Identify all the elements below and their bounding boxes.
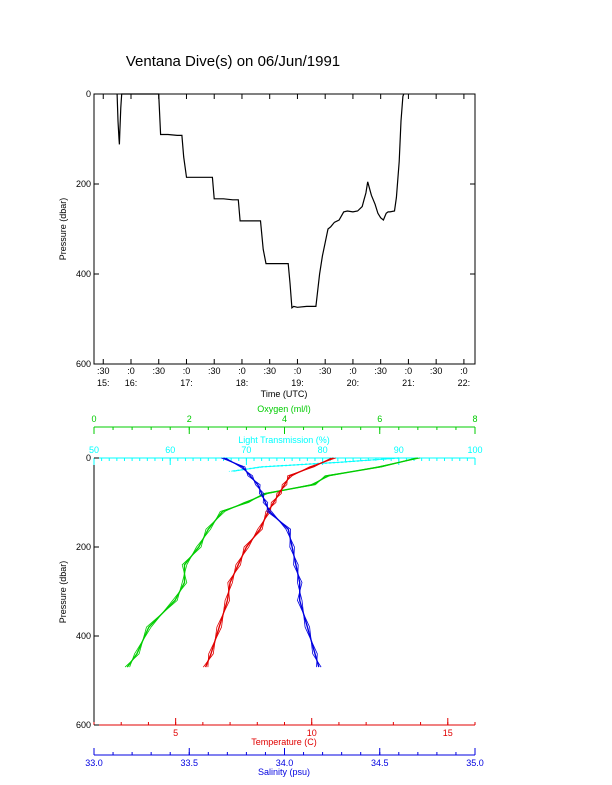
bottom-ytick-label: 200	[76, 542, 91, 552]
profile-line	[204, 457, 334, 668]
top-hour-label: 22:	[458, 378, 471, 388]
profile-line	[207, 457, 336, 668]
depth-time-chart: 0 200 400 600 :30 :0 :30 :0 :30 :0 :30 :0 :30 :0 :30 :0…	[58, 89, 476, 399]
bottom-tick-label: 70	[241, 445, 251, 455]
bottom-axis-label: Salinity (psu)	[258, 767, 310, 777]
bottom-tick-label: 15	[443, 728, 453, 738]
bottom-tick-label: 6	[377, 414, 382, 424]
bottom-axis-label: Temperature (C)	[251, 737, 317, 747]
bottom-tick-label: 4	[282, 414, 287, 424]
profile-line	[126, 457, 418, 668]
bottom-ytick-label: 0	[86, 453, 91, 463]
profile-line	[231, 457, 399, 473]
profile-lines	[124, 457, 421, 668]
top-ytick-label: 0	[86, 89, 91, 99]
top-xtick-label: :30	[374, 366, 387, 376]
profile-line	[221, 457, 318, 668]
top-axis-ticks	[94, 93, 475, 365]
top-hour-label: 19:	[291, 378, 304, 388]
bottom-tick-label: 50	[89, 445, 99, 455]
profile-line	[202, 457, 332, 668]
profile-line	[225, 457, 322, 668]
top-hour-label: 15:	[97, 378, 110, 388]
top-xtick-label: :0	[183, 366, 191, 376]
profile-line	[233, 457, 397, 472]
bottom-tick-label: 35.0	[466, 758, 484, 768]
profile-line	[129, 457, 421, 668]
top-hour-label: 16:	[125, 378, 138, 388]
dive-depth-line	[116, 93, 405, 309]
top-xtick-label: :0	[294, 366, 302, 376]
top-ylabel: Pressure (dbar)	[58, 198, 68, 261]
bottom-axis-label: Light Transmission (%)	[238, 435, 330, 445]
chart-title: Ventana Dive(s) on 06/Jun/1991	[126, 53, 340, 70]
bottom-tick-label: 8	[472, 414, 477, 424]
top-ytick-label: 600	[76, 359, 91, 369]
bottom-tick-label: 10	[307, 728, 317, 738]
bottom-tick-label: 34.0	[276, 758, 294, 768]
top-hour-label: 20:	[347, 378, 360, 388]
top-hour-label: 21:	[402, 378, 415, 388]
top-ytick-label: 400	[76, 269, 91, 279]
bottom-tick-label: 2	[187, 414, 192, 424]
bottom-axes	[93, 426, 476, 756]
top-xlabel: Time (UTC)	[261, 389, 308, 399]
top-xtick-label: :30	[263, 366, 276, 376]
bottom-ylabel: Pressure (dbar)	[58, 561, 68, 624]
top-xtick-label: :30	[430, 366, 443, 376]
top-xtick-label: :30	[319, 366, 332, 376]
top-axis-labels: 0 200 400 600 :30 :0 :30 :0 :30 :0 :30 :0 :30 :0 :30 :0…	[76, 89, 470, 388]
bottom-tick-label: 100	[467, 445, 482, 455]
top-xtick-label: :30	[97, 366, 110, 376]
top-xtick-label: :0	[405, 366, 413, 376]
top-xtick-label: :30	[208, 366, 221, 376]
top-xtick-label: :0	[349, 366, 357, 376]
bottom-tick-label: 5	[173, 728, 178, 738]
top-xtick-label: :0	[238, 366, 246, 376]
bottom-axis-label: Oxygen (ml/l)	[257, 404, 311, 414]
top-hour-label: 18:	[236, 378, 249, 388]
bottom-tick-label: 33.5	[180, 758, 198, 768]
top-ytick-label: 200	[76, 179, 91, 189]
bottom-tick-label: 34.5	[371, 758, 389, 768]
profile-line	[124, 457, 416, 668]
top-xtick-label: :30	[152, 366, 165, 376]
bottom-ytick-label: 400	[76, 631, 91, 641]
top-xtick-label: :0	[127, 366, 135, 376]
bottom-tick-label: 80	[318, 445, 328, 455]
top-plot-frame	[93, 93, 476, 365]
bottom-ytick-label: 600	[76, 720, 91, 730]
bottom-tick-label: 0	[91, 414, 96, 424]
top-xtick-label: :0	[460, 366, 468, 376]
bottom-tick-label: 33.0	[85, 758, 103, 768]
top-hour-label: 17:	[180, 378, 193, 388]
bottom-tick-label: 60	[165, 445, 175, 455]
bottom-tick-label: 90	[394, 445, 404, 455]
profile-line	[223, 457, 320, 668]
